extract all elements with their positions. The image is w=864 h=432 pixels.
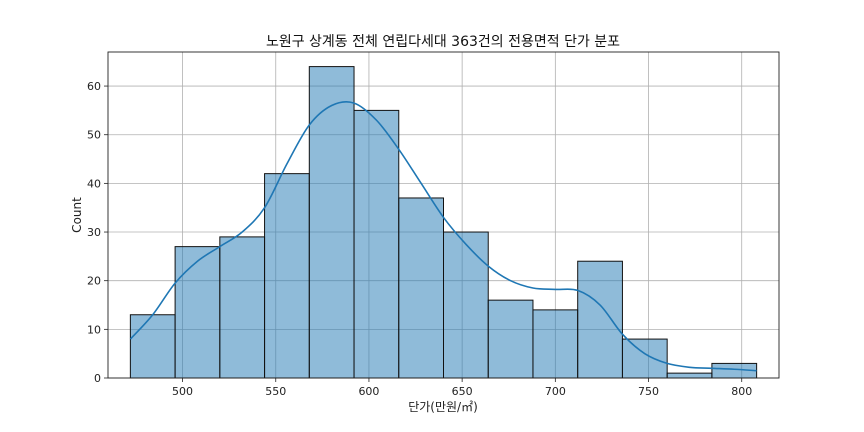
x-tick-label: 550 [265,385,286,398]
histogram-bar [308,66,355,379]
x-tick-label: 500 [172,385,193,398]
y-tick-label: 50 [87,129,101,142]
y-tick-label: 60 [87,80,101,93]
plot-frame [107,51,780,379]
histogram-bar [666,372,713,379]
histogram-bar [487,299,534,379]
axis-ticks: 500 550 600 650 700 750 800 0 10 20 30 40 50 60 [87,80,752,398]
y-tick-label: 30 [87,226,101,239]
kde-curve [129,101,757,372]
histogram-bar [621,338,668,379]
y-tick-label: 10 [87,323,101,336]
histogram-bar [532,309,579,379]
x-tick-label: 650 [452,385,473,398]
histogram-bar [398,197,444,379]
histogram-bar [264,173,310,379]
histogram-bar [443,231,489,379]
y-tick-label: 20 [87,275,101,288]
histogram-bar [577,260,623,379]
histogram-bar [353,109,400,379]
x-tick-label: 700 [545,385,566,398]
x-tick-label: 750 [638,385,659,398]
y-tick-label: 0 [94,372,101,385]
histogram-bars [129,66,758,379]
y-tick-label: 40 [87,177,101,190]
histogram-bar [219,236,266,379]
x-tick-label: 800 [731,385,752,398]
x-axis-label: 단가(만원/㎡) [408,400,478,414]
x-tick-label: 600 [358,385,379,398]
histogram-bar [174,246,221,379]
y-axis-label: Count [70,197,84,233]
chart-title: 노원구 상계동 전체 연립다세대 363건의 전용면적 단가 분포 [266,34,620,50]
histogram-bar [129,314,176,379]
